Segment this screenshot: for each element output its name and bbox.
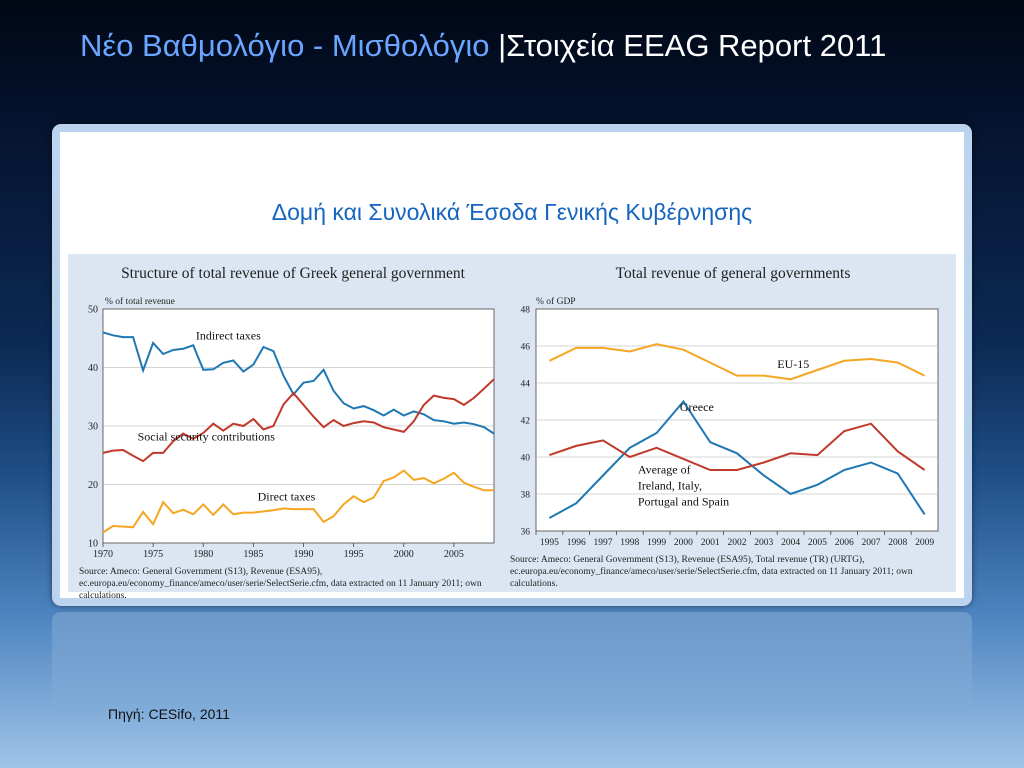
footer-source: Πηγή: CESifo, 2011 xyxy=(108,706,230,722)
chart2-xtick-label: 2009 xyxy=(915,538,934,548)
chart2-series-label-2-line-2: Portugal and Spain xyxy=(638,495,729,509)
chart1-series-label-1: Social security contributions xyxy=(138,430,276,444)
chart1-xtick-label: 1980 xyxy=(193,549,213,560)
slide-subtitle: Δομή και Συνολικά Έσοδα Γενικής Κυβέρνησ… xyxy=(271,199,753,225)
chart2-xtick-label: 2005 xyxy=(808,538,827,548)
chart1-xtick-label: 1970 xyxy=(93,549,113,560)
chart1-ytick-label: 40 xyxy=(88,363,98,374)
chart2-xtick-label: 2004 xyxy=(781,538,800,548)
chart1-xtick-label: 1985 xyxy=(243,549,263,560)
chart2-ytick-label: 42 xyxy=(521,417,531,427)
chart1-ytick-label: 30 xyxy=(88,422,98,433)
chart1-xtick-label: 1990 xyxy=(294,549,314,560)
chart1-xtick-label: 1995 xyxy=(344,549,364,560)
chart1-series-label-2: Direct taxes xyxy=(258,489,316,503)
chart1-xtick-label: 2005 xyxy=(444,549,464,560)
chart2-ytick-label: 40 xyxy=(521,454,531,464)
chart2-xtick-label: 2007 xyxy=(862,538,881,548)
slide-title-part1: Νέο Βαθμολόγιο - Μισθολόγιο xyxy=(80,28,499,63)
chart2-xtick-label: 1995 xyxy=(540,538,559,548)
chart2-xtick-label: 2006 xyxy=(835,538,854,548)
chart2-series-label-2-line-1: Ireland, Italy, xyxy=(638,479,702,493)
charts-svg: Structure of total revenue of Greek gene… xyxy=(88,265,939,560)
chart2-xtick-label: 1996 xyxy=(567,538,586,548)
chart2-xtick-label: 2002 xyxy=(728,538,747,548)
chart1-title: Structure of total revenue of Greek gene… xyxy=(121,265,466,282)
chart-total-revenue: Total revenue of general governments % of… xyxy=(521,265,939,548)
chart2-series-label-0: EU-15 xyxy=(777,357,809,371)
chart1-xtick-label: 2000 xyxy=(394,549,414,560)
frame-reflection xyxy=(52,612,972,712)
chart1-series-line-1 xyxy=(102,378,495,463)
chart2-series-label-1: Greece xyxy=(680,400,714,414)
figure-box: Structure of total revenue of Greek gene… xyxy=(68,254,956,601)
chart2-ytick-label: 36 xyxy=(521,528,531,538)
chart1-series-line-2 xyxy=(102,469,494,534)
chart2-ylabel: % of GDP xyxy=(536,296,576,307)
chart2-xtick-label: 2001 xyxy=(701,538,720,548)
chart2-ytick-label: 46 xyxy=(521,343,531,353)
chart2-ytick-label: 38 xyxy=(521,491,531,501)
chart-greek-revenue-structure: Structure of total revenue of Greek gene… xyxy=(88,265,495,560)
chart1-ytick-label: 20 xyxy=(88,480,98,491)
chart1-ytick-label: 10 xyxy=(88,539,98,550)
chart2-series-line-0 xyxy=(548,343,926,381)
chart1-series-line-0 xyxy=(102,331,495,435)
chart2-series-label-2-line-0: Average of xyxy=(638,463,691,477)
chart2-xtick-label: 1997 xyxy=(594,538,613,548)
chart2-ytick-label: 44 xyxy=(521,380,531,390)
chart2-title: Total revenue of general governments xyxy=(616,265,851,282)
chart2-series-line-2 xyxy=(549,422,926,471)
chart2-series-line-1 xyxy=(548,399,926,519)
chart2-xtick-label: 2003 xyxy=(754,538,773,548)
chart2-xtick-label: 2008 xyxy=(888,538,907,548)
chart2-xtick-label: 2000 xyxy=(674,538,693,548)
chart2-source: Source: Ameco: General Government (S13),… xyxy=(510,555,913,589)
chart1-xtick-label: 1975 xyxy=(143,549,163,560)
chart1-ylabel: % of total revenue xyxy=(105,296,175,307)
chart2-ytick-label: 48 xyxy=(521,306,531,316)
slide-title: Νέο Βαθμολόγιο - Μισθολόγιο |Στοιχεία EE… xyxy=(80,28,886,64)
chart2-xtick-label: 1998 xyxy=(620,538,639,548)
chart1-ytick-label: 50 xyxy=(88,305,98,316)
chart1-series-label-0: Indirect taxes xyxy=(196,328,261,342)
chart1-source: Source: Ameco: General Government (S13),… xyxy=(79,567,482,601)
chart2-xtick-label: 1999 xyxy=(647,538,666,548)
slide-title-part2: |Στοιχεία EEAG Report 2011 xyxy=(498,28,887,63)
